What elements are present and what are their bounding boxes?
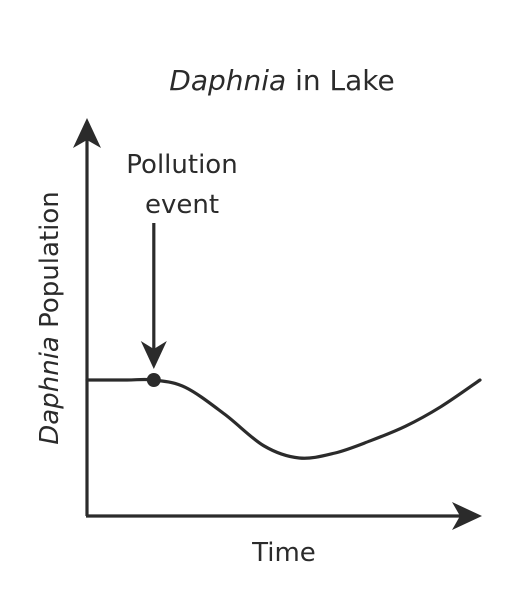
y-axis-label-italic: Daphnia	[35, 336, 65, 445]
chart-title-italic: Daphnia	[169, 64, 286, 97]
annotation-arrowhead	[140, 341, 167, 369]
chart-title: Daphnia in Lake	[169, 64, 394, 97]
x-axis-label: Time	[251, 538, 316, 568]
axes	[73, 118, 482, 530]
series-line-0	[85, 377, 482, 460]
annotation-text-line-0: Pollution	[126, 150, 237, 180]
y-axis-arrowhead	[73, 118, 101, 148]
annotation-layer: Pollution event	[126, 150, 238, 387]
y-axis-label: Daphnia Population	[35, 191, 65, 444]
y-axis-label-regular: Population	[35, 191, 65, 336]
x-axis-arrowhead	[452, 502, 482, 530]
annotation-text-line-1: event	[145, 190, 219, 220]
plot-layer	[85, 377, 482, 460]
chart-title-regular: in Lake	[286, 64, 395, 97]
annotation-marker-dot	[146, 373, 161, 387]
